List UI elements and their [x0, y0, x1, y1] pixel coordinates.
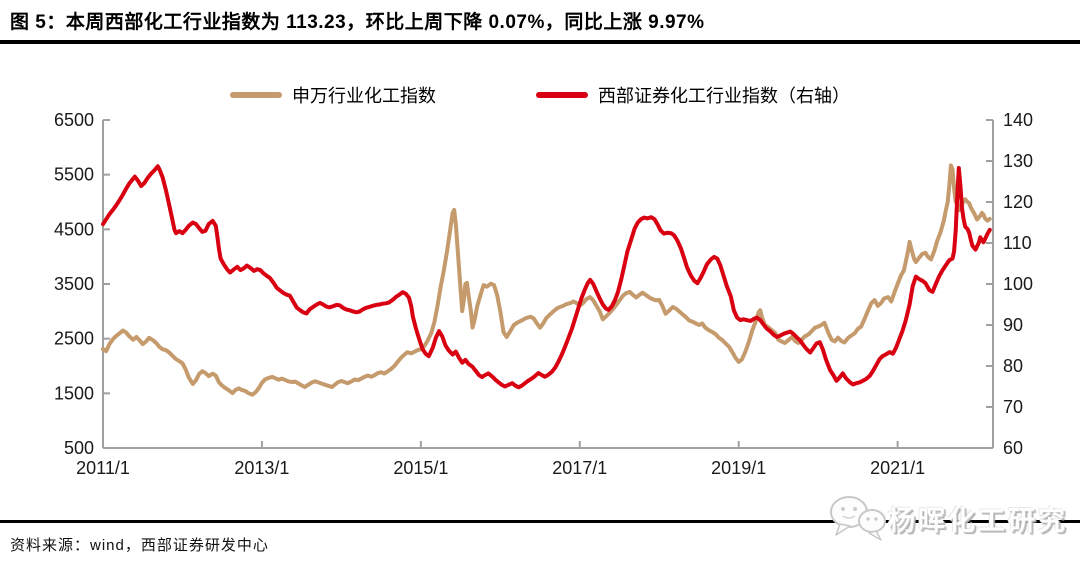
series-line-shenwan — [101, 163, 992, 397]
legend-item-shenwan: 申万行业化工指数 — [230, 82, 436, 108]
watermark: 杨晖化工研究 — [826, 493, 1068, 543]
source-note: 资料来源：wind，西部证券研发中心 — [10, 537, 269, 554]
title-divider-rule — [0, 40, 1080, 44]
left-axis-tick-label: 1500 — [54, 383, 94, 403]
legend-label-western: 西部证券化工行业指数（右轴） — [598, 86, 850, 106]
left-axis-tick-label: 5500 — [54, 165, 94, 185]
left-axis-tick-label: 500 — [64, 438, 94, 458]
x-axis-tick-label: 2013/1 — [234, 458, 289, 478]
footer-divider-rule — [0, 520, 1080, 523]
right-axis-tick-label: 70 — [1003, 397, 1023, 417]
chart-legend: 申万行业化工指数 西部证券化工行业指数（右轴） — [0, 82, 1080, 108]
shenwan-line-swatch — [230, 92, 282, 98]
legend-label-shenwan: 申万行业化工指数 — [292, 86, 436, 106]
left-axis-tick-label: 4500 — [54, 219, 94, 239]
left-axis-tick-label: 3500 — [54, 274, 94, 294]
right-axis-tick-label: 80 — [1003, 356, 1023, 376]
x-axis-tick-label: 2019/1 — [711, 458, 766, 478]
left-axis-tick-label: 6500 — [54, 110, 94, 130]
right-axis-tick-label: 120 — [1003, 192, 1033, 212]
x-axis-tick-label: 2011/1 — [76, 458, 130, 478]
western-line-swatch — [536, 92, 588, 98]
right-axis-tick-label: 140 — [1003, 110, 1033, 130]
wechat-bubbles-icon — [830, 496, 886, 541]
right-axis-tick-label: 130 — [1003, 151, 1033, 171]
figure-title: 图 5：本周西部化工行业指数为 113.23，环比上周下降 0.07%，同比上涨… — [10, 12, 705, 33]
watermark-text: 杨晖化工研究 — [888, 505, 1068, 536]
right-axis-tick-label: 90 — [1003, 315, 1023, 335]
right-axis-tick-label: 110 — [1003, 233, 1032, 253]
legend-item-western: 西部证券化工行业指数（右轴） — [536, 82, 850, 108]
series-line-western — [101, 164, 992, 390]
right-axis-tick-label: 60 — [1003, 438, 1023, 458]
x-axis-tick-label: 2015/1 — [393, 458, 448, 478]
right-axis-tick-label: 100 — [1003, 274, 1033, 294]
left-axis-tick-label: 2500 — [54, 329, 94, 349]
x-axis-tick-label: 2017/1 — [552, 458, 607, 478]
x-axis-tick-label: 2021/1 — [870, 458, 925, 478]
